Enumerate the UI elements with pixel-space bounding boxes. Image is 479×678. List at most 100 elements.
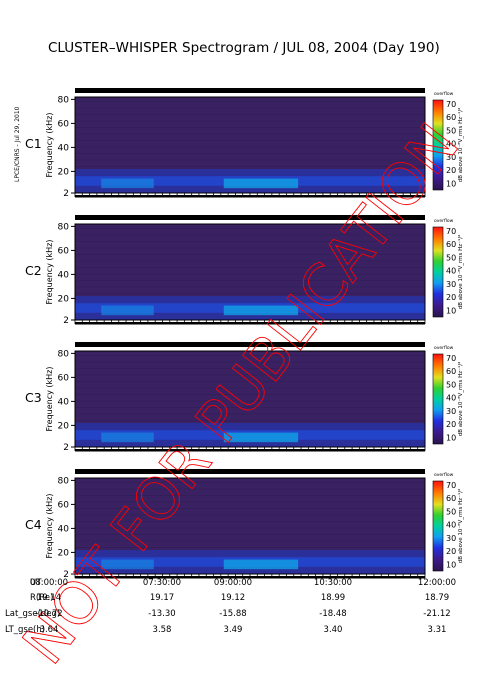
y-tick-label: 40 — [58, 270, 70, 280]
spectrogram-band — [75, 381, 425, 382]
spectrogram-band — [75, 488, 425, 490]
spectrogram-band — [75, 361, 425, 363]
y-tick-label: 80 — [58, 95, 70, 105]
y-tick-label: 80 — [58, 476, 70, 486]
emission-patch — [101, 559, 154, 570]
spectrogram-band — [75, 407, 425, 408]
y-tick-label: 60 — [58, 119, 70, 129]
colorbar-tick-label: 70 — [446, 354, 456, 363]
colorbar-label: dB above 10⁻⁸V_rms Hz⁻¹/² — [457, 108, 464, 183]
spectrogram-band — [75, 514, 425, 516]
spectrogram-band — [75, 521, 425, 522]
emission-patch — [101, 178, 154, 189]
emission-patch — [101, 432, 154, 443]
ephemeris-value: -10.72 — [35, 609, 63, 619]
y-axis-label: Frequency (kHz) — [45, 240, 54, 305]
colorbar-title: overflow — [434, 218, 454, 224]
spectrogram-band — [75, 166, 425, 167]
panel-label-c3: C3 — [25, 390, 42, 405]
spectrogram-band — [75, 247, 425, 249]
y-tick-label: 60 — [58, 373, 70, 383]
ephemeris-value: 3.31 — [427, 625, 447, 635]
emission-patch — [223, 305, 299, 316]
spectrogram-band — [75, 394, 425, 395]
colorbar-tick-label: 60 — [446, 113, 456, 122]
spectrogram-band — [75, 133, 425, 135]
y-tick-label: 60 — [58, 500, 70, 510]
panel-c4: 2 20 40 60 80 Frequency (kHz) overflow 10 20 30 40… — [45, 469, 464, 580]
colorbar-tick-label: 30 — [446, 534, 456, 543]
y-tick-label: 2 — [63, 189, 69, 199]
time-axis-bar — [75, 576, 425, 579]
spectrogram-band — [75, 374, 425, 376]
y-tick-label: 40 — [58, 143, 70, 153]
colorbar — [432, 353, 444, 445]
ephemeris-value: -13.30 — [148, 609, 176, 619]
spectrogram-band — [75, 260, 425, 262]
emission-patch — [223, 432, 299, 443]
spectrogram-band — [75, 241, 425, 242]
ephemeris-value: 07:30:00 — [142, 578, 182, 588]
ephemeris-value: -15.88 — [219, 609, 247, 619]
ephemeris-value: 19.12 — [220, 593, 246, 603]
y-tick-label: 20 — [58, 167, 70, 177]
spectrogram-band — [75, 153, 425, 154]
spectrogram-band — [75, 146, 425, 148]
colorbar-label: dB above 10⁻⁸V_rms Hz⁻¹/² — [457, 489, 464, 564]
colorbar-tick-label: 40 — [446, 140, 456, 149]
y-tick-label: 2 — [63, 316, 69, 326]
spectrogram-band — [75, 400, 425, 402]
colorbar-tick-label: 20 — [446, 420, 456, 429]
spectrogram-band — [75, 368, 425, 369]
spectrogram-band — [75, 508, 425, 509]
ephemeris-row-name: UT — [30, 578, 42, 588]
spectrogram-band — [75, 355, 425, 356]
y-axis-label: Frequency (kHz) — [45, 367, 54, 432]
colorbar-tick-label: 70 — [446, 100, 456, 109]
colorbar — [432, 226, 444, 318]
panel-c2: 2 20 40 60 80 Frequency (kHz) overflow 10 20 30 40… — [45, 215, 464, 326]
colorbar-title: overflow — [434, 472, 454, 478]
colorbar-tick-label: 20 — [446, 166, 456, 175]
colorbar-tick-label: 10 — [446, 433, 456, 442]
y-tick-label: 2 — [63, 443, 69, 453]
colorbar-label: dB above 10⁻⁸V_rms Hz⁻¹/² — [457, 362, 464, 437]
colorbar-tick-label: 10 — [446, 179, 456, 188]
spectrogram-band — [75, 127, 425, 128]
spectrogram-band — [75, 120, 425, 122]
colorbar-tick-label: 60 — [446, 240, 456, 249]
time-axis-bar — [75, 449, 425, 452]
colorbar-tick-label: 40 — [446, 521, 456, 530]
spectrogram-band — [75, 254, 425, 255]
ephemeris-value: 09:00:00 — [213, 578, 253, 588]
colorbar-title: overflow — [434, 345, 454, 351]
y-tick-label: 20 — [58, 548, 70, 558]
emission-patch — [223, 178, 299, 189]
time-bar — [75, 88, 425, 93]
spectrogram-band — [75, 413, 425, 415]
colorbar-tick-label: 30 — [446, 153, 456, 162]
emission-patch — [101, 305, 154, 316]
colorbar-tick-label: 20 — [446, 293, 456, 302]
emission-patch — [223, 559, 299, 570]
ephemeris-value: 3.64 — [39, 625, 59, 635]
time-bar — [75, 469, 425, 474]
colorbar-tick-label: 70 — [446, 481, 456, 490]
y-tick-label: 60 — [58, 246, 70, 256]
spectrogram-band — [75, 267, 425, 268]
colorbar-tick-label: 20 — [446, 547, 456, 556]
colorbar-tick-label: 40 — [446, 394, 456, 403]
spectrogram-band — [75, 387, 425, 389]
ephemeris-value: 3.58 — [152, 625, 172, 635]
colorbar-tick-label: 60 — [446, 494, 456, 503]
colorbar-tick-label: 50 — [446, 380, 456, 389]
y-tick-label: 20 — [58, 294, 70, 304]
y-tick-label: 40 — [58, 524, 70, 534]
time-axis-bar — [75, 322, 425, 325]
spectrogram-band — [75, 420, 425, 421]
spectrogram-band — [75, 293, 425, 294]
page-title: CLUSTER–WHISPER Spectrogram / JUL 08, 20… — [48, 40, 440, 56]
ephemeris-value: 3.49 — [223, 625, 243, 635]
spectrogram-band — [75, 482, 425, 483]
